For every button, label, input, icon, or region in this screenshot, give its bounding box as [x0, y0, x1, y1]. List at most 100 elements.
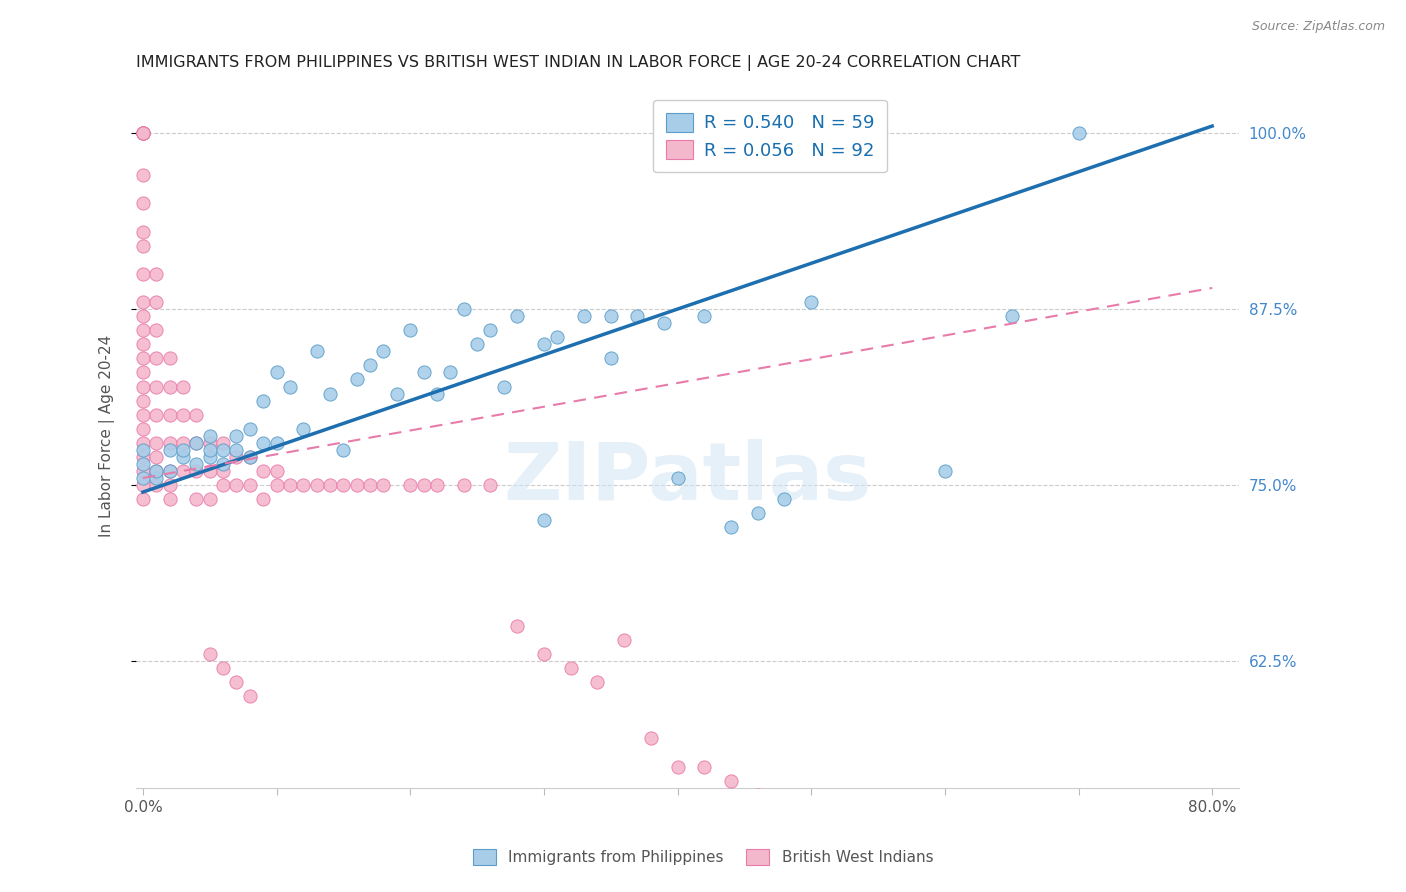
Point — [145, 323, 167, 337]
Point — [346, 372, 368, 386]
Point — [145, 450, 167, 464]
Point — [666, 471, 689, 485]
Point — [332, 478, 354, 492]
Text: IMMIGRANTS FROM PHILIPPINES VS BRITISH WEST INDIAN IN LABOR FORCE | AGE 20-24 CO: IMMIGRANTS FROM PHILIPPINES VS BRITISH W… — [136, 55, 1021, 71]
Point — [186, 408, 208, 422]
Point — [132, 351, 155, 366]
Point — [599, 351, 621, 366]
Point — [159, 464, 181, 478]
Point — [225, 429, 247, 443]
Point — [560, 661, 582, 675]
Point — [533, 513, 555, 527]
Point — [426, 478, 449, 492]
Point — [720, 520, 742, 534]
Point — [652, 316, 675, 330]
Point — [252, 435, 274, 450]
Point — [186, 435, 208, 450]
Point — [252, 492, 274, 507]
Point — [319, 478, 342, 492]
Point — [412, 478, 434, 492]
Point — [239, 478, 262, 492]
Point — [172, 379, 194, 393]
Point — [800, 295, 823, 310]
Point — [172, 435, 194, 450]
Point — [640, 731, 662, 746]
Point — [239, 422, 262, 436]
Text: Source: ZipAtlas.com: Source: ZipAtlas.com — [1251, 20, 1385, 33]
Point — [346, 478, 368, 492]
Point — [613, 632, 636, 647]
Point — [292, 478, 315, 492]
Point — [132, 196, 155, 211]
Point — [145, 471, 167, 485]
Point — [132, 366, 155, 380]
Point — [159, 492, 181, 507]
Point — [747, 788, 769, 802]
Point — [465, 337, 488, 351]
Point — [934, 464, 956, 478]
Point — [132, 337, 155, 351]
Point — [212, 442, 235, 457]
Point — [198, 450, 221, 464]
Point — [225, 478, 247, 492]
Point — [172, 408, 194, 422]
Point — [132, 126, 155, 140]
Point — [453, 301, 475, 316]
Point — [373, 478, 395, 492]
Point — [186, 464, 208, 478]
Point — [198, 647, 221, 661]
Point — [266, 435, 288, 450]
Point — [359, 359, 381, 373]
Point — [132, 471, 155, 485]
Point — [132, 435, 155, 450]
Point — [145, 351, 167, 366]
Point — [239, 450, 262, 464]
Point — [252, 464, 274, 478]
Point — [693, 309, 716, 323]
Point — [145, 435, 167, 450]
Point — [145, 408, 167, 422]
Point — [305, 478, 328, 492]
Point — [186, 492, 208, 507]
Point — [159, 408, 181, 422]
Point — [132, 295, 155, 310]
Point — [198, 464, 221, 478]
Point — [145, 295, 167, 310]
Point — [479, 478, 502, 492]
Point — [720, 773, 742, 788]
Point — [145, 379, 167, 393]
Point — [145, 267, 167, 281]
Point — [132, 323, 155, 337]
Point — [225, 442, 247, 457]
Point — [132, 408, 155, 422]
Point — [1067, 126, 1090, 140]
Point — [132, 393, 155, 408]
Point — [212, 435, 235, 450]
Point — [159, 478, 181, 492]
Point — [225, 450, 247, 464]
Legend: Immigrants from Philippines, British West Indians: Immigrants from Philippines, British Wes… — [467, 843, 939, 871]
Point — [453, 478, 475, 492]
Point — [439, 366, 461, 380]
Point — [252, 393, 274, 408]
Point — [239, 450, 262, 464]
Point — [132, 464, 155, 478]
Point — [332, 442, 354, 457]
Point — [599, 309, 621, 323]
Point — [132, 457, 155, 471]
Point — [159, 435, 181, 450]
Point — [546, 330, 568, 344]
Point — [198, 429, 221, 443]
Point — [159, 442, 181, 457]
Point — [198, 492, 221, 507]
Point — [586, 675, 609, 690]
Point — [132, 379, 155, 393]
Point — [132, 442, 155, 457]
Point — [132, 267, 155, 281]
Point — [399, 323, 422, 337]
Point — [132, 238, 155, 252]
Point — [1001, 309, 1024, 323]
Point — [132, 126, 155, 140]
Point — [132, 309, 155, 323]
Point — [693, 759, 716, 773]
